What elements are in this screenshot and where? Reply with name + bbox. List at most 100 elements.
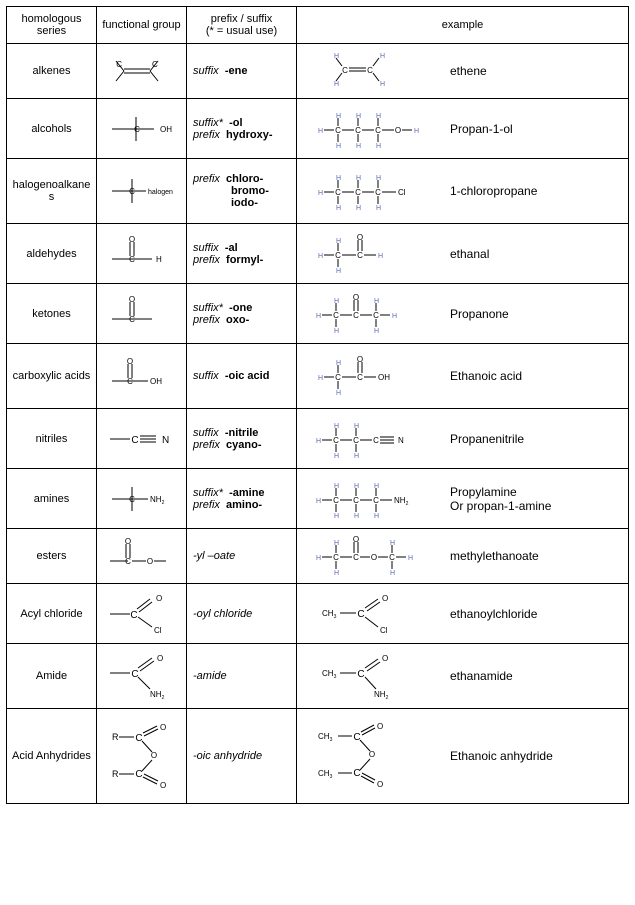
ps-label: prefix xyxy=(193,439,220,451)
example-structure xyxy=(300,291,440,337)
ps-label: prefix xyxy=(193,499,220,511)
ps-italic: -yl –oate xyxy=(193,550,293,562)
ps-label: prefix xyxy=(193,314,220,326)
table-row: nitrilessuffix -nitrileprefix cyano- Pro… xyxy=(7,409,629,469)
example-name: Propanone xyxy=(450,307,625,321)
example-cell: ethanamide xyxy=(297,644,629,709)
example-structure xyxy=(300,533,440,579)
series-cell: alcohols xyxy=(7,99,97,159)
prefix-suffix-cell: suffix* -olprefix hydroxy- xyxy=(187,99,297,159)
series-cell: Acyl chloride xyxy=(7,584,97,644)
example-structure xyxy=(300,416,440,462)
example-cell: Propanenitrile xyxy=(297,409,629,469)
functional-group-cell xyxy=(97,284,187,344)
example-cell: methylethanoate xyxy=(297,529,629,584)
prefix-suffix-cell: -yl –oate xyxy=(187,529,297,584)
example-name: ethanoylchloride xyxy=(450,607,625,621)
ps-value: -al xyxy=(225,242,238,254)
prefix-suffix-cell: -oic anhydride xyxy=(187,709,297,804)
series-cell: aldehydes xyxy=(7,224,97,284)
functional-group-cell xyxy=(97,529,187,584)
functional-group-cell xyxy=(97,584,187,644)
example-cell: Propanone xyxy=(297,284,629,344)
prefix-suffix-cell: suffix -alprefix formyl- xyxy=(187,224,297,284)
functional-group-cell xyxy=(97,709,187,804)
ps-value: -nitrile xyxy=(225,427,259,439)
example-structure xyxy=(300,651,440,701)
prefix-suffix-cell: -amide xyxy=(187,644,297,709)
functional-group-cell xyxy=(97,99,187,159)
ps-value: -oic acid xyxy=(225,370,270,382)
prefix-suffix-cell: suffix -oic acid xyxy=(187,344,297,409)
table-row: Acyl chloride -oyl chloride ethanoylchlor… xyxy=(7,584,629,644)
ps-value: -ol xyxy=(229,117,242,129)
ps-value: -one xyxy=(229,302,252,314)
table-row: ketonessuffix* -oneprefix oxo- Propanone xyxy=(7,284,629,344)
table-row: Acid Anhydrides -oic anhydride Ethanoic a… xyxy=(7,709,629,804)
homologous-series-table: homologous series functional group prefi… xyxy=(6,6,629,804)
series-cell: esters xyxy=(7,529,97,584)
example-name: ethanamide xyxy=(450,669,625,683)
example-structure xyxy=(300,719,440,793)
ps-value: bromo- xyxy=(231,185,269,197)
series-cell: ketones xyxy=(7,284,97,344)
ps-label: suffix xyxy=(193,65,219,77)
ps-label: suffix* xyxy=(193,302,223,314)
table-row: esters -yl –oate methylethanoate xyxy=(7,529,629,584)
series-cell: amines xyxy=(7,469,97,529)
table-row: halogenoalkane s prefix chloro-bromo-iodo… xyxy=(7,159,629,224)
ps-label: suffix xyxy=(193,242,219,254)
ps-value: amino- xyxy=(226,499,262,511)
ps-value: hydroxy- xyxy=(226,129,272,141)
series-cell: Acid Anhydrides xyxy=(7,709,97,804)
functional-group-cell xyxy=(97,344,187,409)
ps-italic: -amide xyxy=(193,670,293,682)
prefix-suffix-cell: -oyl chloride xyxy=(187,584,297,644)
example-cell: Ethanoic anhydride xyxy=(297,709,629,804)
example-name: Ethanoic anhydride xyxy=(450,749,625,763)
example-name: ethene xyxy=(450,64,625,78)
header-example: example xyxy=(297,7,629,44)
ps-label: suffix* xyxy=(193,487,223,499)
series-cell: alkenes xyxy=(7,44,97,99)
ps-value: iodo- xyxy=(231,197,258,209)
example-name: Propan-1-ol xyxy=(450,122,625,136)
example-name: Ethanoic acid xyxy=(450,369,625,383)
example-cell: ethene xyxy=(297,44,629,99)
ps-value: -ene xyxy=(225,65,248,77)
functional-group-cell xyxy=(97,644,187,709)
series-cell: halogenoalkane s xyxy=(7,159,97,224)
ps-label: suffix xyxy=(193,427,219,439)
header-series: homologous series xyxy=(7,7,97,44)
example-name: PropylamineOr propan-1-amine xyxy=(450,485,625,513)
example-name: 1-chloropropane xyxy=(450,184,625,198)
table-row: alcohols suffix* -olprefix hydroxy- Propa… xyxy=(7,99,629,159)
functional-group-cell xyxy=(97,224,187,284)
example-cell: PropylamineOr propan-1-amine xyxy=(297,469,629,529)
table-row: aldehydes suffix -alprefix formyl- ethana… xyxy=(7,224,629,284)
example-cell: 1-chloropropane xyxy=(297,159,629,224)
example-structure xyxy=(300,353,440,399)
example-structure xyxy=(300,476,440,522)
table-row: alkenes suffix -ene ethene xyxy=(7,44,629,99)
functional-group-cell xyxy=(97,409,187,469)
prefix-suffix-cell: suffix -ene xyxy=(187,44,297,99)
example-structure xyxy=(300,48,440,94)
example-structure xyxy=(300,168,440,214)
table-row: Amide-amide ethanamide xyxy=(7,644,629,709)
header-group: functional group xyxy=(97,7,187,44)
example-name: ethanal xyxy=(450,247,625,261)
ps-label: suffix xyxy=(193,370,219,382)
prefix-suffix-cell: suffix* -amineprefix amino- xyxy=(187,469,297,529)
prefix-suffix-cell: prefix chloro-bromo-iodo- xyxy=(187,159,297,224)
prefix-suffix-cell: suffix -nitrileprefix cyano- xyxy=(187,409,297,469)
ps-value: chloro- xyxy=(226,173,263,185)
ps-value: formyl- xyxy=(226,254,263,266)
prefix-suffix-cell: suffix* -oneprefix oxo- xyxy=(187,284,297,344)
functional-group-cell xyxy=(97,159,187,224)
example-structure xyxy=(300,106,440,152)
ps-label: prefix xyxy=(193,173,220,185)
ps-italic: -oic anhydride xyxy=(193,750,293,762)
ps-label: suffix* xyxy=(193,117,223,129)
table-row: carboxylic acidssuffix -oic acid Ethanoi… xyxy=(7,344,629,409)
